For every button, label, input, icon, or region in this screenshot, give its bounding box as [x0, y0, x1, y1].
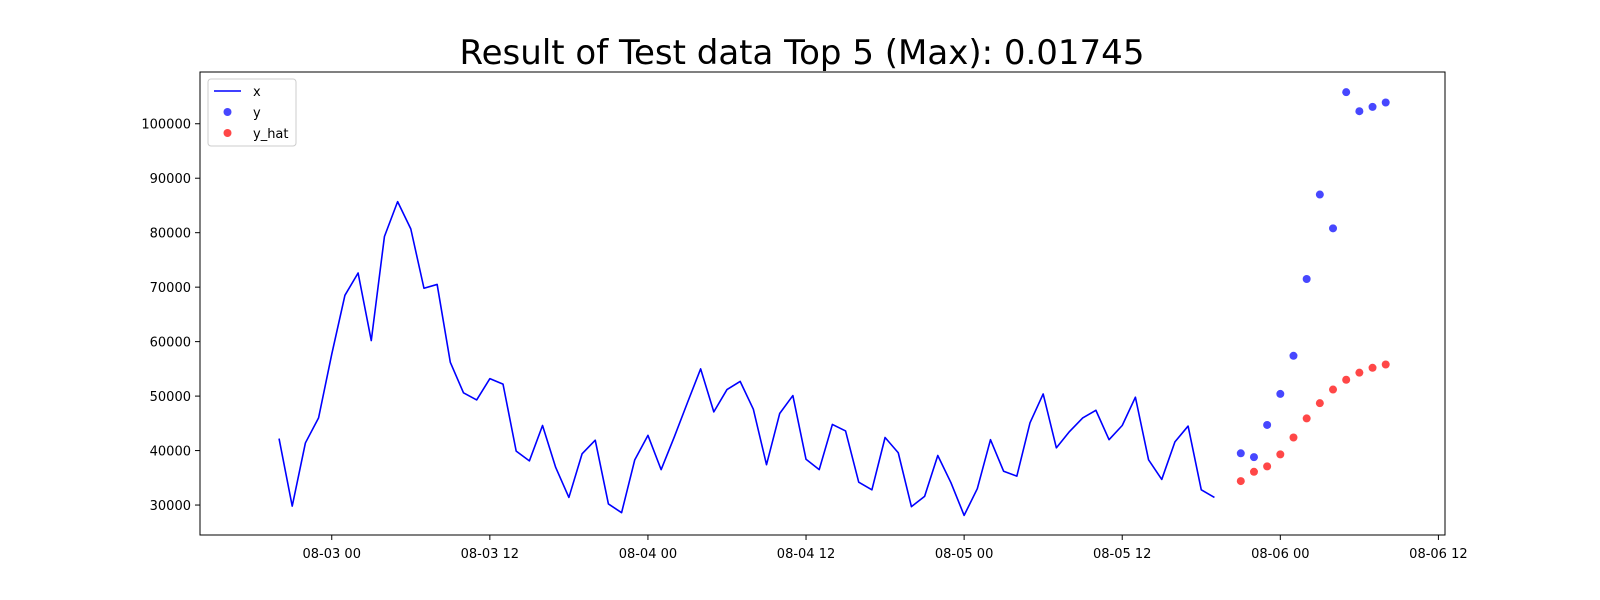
legend-box [207, 78, 297, 147]
point-y-1 [1249, 453, 1258, 462]
point-y_hat-10 [1368, 363, 1377, 372]
point-y_hat-4 [1289, 433, 1298, 442]
point-y_hat-8 [1342, 375, 1351, 384]
point-y-5 [1302, 274, 1311, 283]
y-tick-label: 80000 [150, 227, 191, 242]
chart-title: Result of Test data Top 5 (Max): 0.01745 [460, 33, 1145, 73]
x-tick-label: 08-03 12 [461, 547, 519, 562]
x-tick-label: 08-05 12 [1093, 547, 1151, 562]
x-tick-label: 08-04 00 [619, 547, 677, 562]
point-y-4 [1289, 351, 1298, 360]
point-y_hat-0 [1236, 477, 1245, 486]
series-y_hat [1236, 360, 1390, 486]
point-y_hat-6 [1315, 399, 1324, 408]
y-tick-label: 50000 [150, 390, 191, 405]
x-tick-label: 08-06 12 [1409, 547, 1467, 562]
series-line-x [278, 200, 1215, 517]
x-tick-label: 08-04 12 [777, 547, 835, 562]
point-y_hat-2 [1263, 462, 1272, 471]
point-y-10 [1368, 102, 1377, 111]
legend: xy y_hat [207, 78, 297, 147]
point-y-8 [1342, 88, 1351, 97]
y-tick-label: 30000 [150, 499, 191, 514]
point-y_hat-11 [1381, 360, 1390, 369]
point-y_hat-5 [1302, 414, 1311, 423]
legend-swatch-y [223, 108, 232, 116]
y-tick-label: 100000 [141, 118, 191, 133]
legend-label-y: y [253, 106, 261, 121]
y-tick-label: 60000 [150, 336, 191, 351]
y-axis: 30000 40000 50000 60000 70000 80000 90000 10000… [141, 118, 200, 514]
x-tick-label: 08-05 00 [935, 547, 993, 562]
x-tick-label: 08-03 00 [303, 547, 361, 562]
y-tick-label: 90000 [150, 172, 191, 187]
point-y-3 [1276, 389, 1285, 398]
point-y-9 [1355, 107, 1364, 116]
point-y_hat-1 [1249, 467, 1258, 476]
x-tick-label: 08-06 00 [1251, 547, 1309, 562]
point-y-0 [1236, 449, 1245, 458]
point-y_hat-9 [1355, 368, 1364, 377]
point-y_hat-3 [1276, 450, 1285, 459]
y-tick-label: 70000 [150, 281, 191, 296]
point-y_hat-7 [1329, 385, 1338, 394]
point-y-2 [1263, 420, 1272, 429]
series-y [1236, 88, 1390, 462]
plot-frame [199, 71, 1446, 536]
legend-label-x: x [253, 85, 261, 100]
point-y-11 [1381, 98, 1390, 107]
legend-label-y_hat: y_hat [253, 127, 289, 142]
x-axis: 08-03 00 08-03 12 08-04 00 08-04 12 08-05 00… [303, 535, 1468, 562]
plot-area [278, 88, 1390, 517]
y-tick-label: 40000 [150, 445, 191, 460]
legend-swatch-y_hat [223, 129, 232, 137]
point-y-7 [1329, 224, 1338, 233]
point-y-6 [1315, 190, 1324, 199]
